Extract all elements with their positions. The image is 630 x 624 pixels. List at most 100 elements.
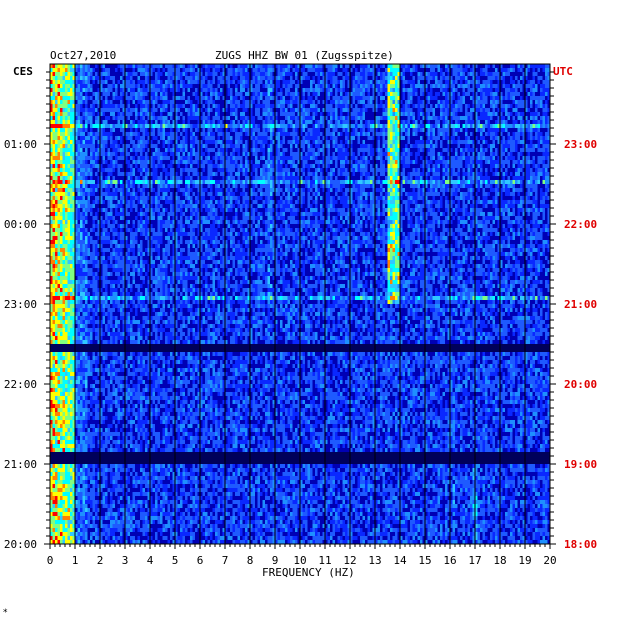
spectral-cell: [420, 192, 423, 196]
spectral-cell: [247, 152, 250, 156]
spectral-cell: [455, 128, 458, 132]
spectral-cell: [505, 92, 508, 96]
spectral-cell: [250, 104, 253, 108]
spectral-cell: [55, 148, 58, 152]
spectral-cell: [492, 108, 495, 112]
spectral-cell: [392, 148, 395, 152]
spectral-cell: [507, 104, 510, 108]
spectral-cell: [210, 192, 213, 196]
spectral-cell: [80, 172, 83, 176]
spectral-cell: [520, 124, 523, 128]
spectral-cell: [155, 100, 158, 104]
spectral-cell: [480, 148, 483, 152]
spectral-cell: [392, 88, 395, 92]
spectral-cell: [420, 92, 423, 96]
spectral-cell: [545, 100, 548, 104]
spectral-cell: [262, 68, 265, 72]
spectral-cell: [412, 160, 415, 164]
spectral-cell: [72, 128, 75, 132]
spectral-cell: [90, 160, 93, 164]
spectral-cell: [170, 180, 173, 184]
spectral-cell: [110, 144, 113, 148]
spectral-cell: [92, 100, 95, 104]
spectral-cell: [440, 116, 443, 120]
spectral-cell: [502, 144, 505, 148]
spectral-cell: [260, 176, 263, 180]
spectral-cell: [325, 116, 328, 120]
spectral-cell: [200, 184, 203, 188]
spectral-cell: [502, 80, 505, 84]
spectral-cell: [392, 72, 395, 76]
spectral-cell: [542, 140, 545, 144]
spectral-cell: [162, 168, 165, 172]
spectral-cell: [375, 156, 378, 160]
spectral-cell: [277, 184, 280, 188]
spectral-cell: [282, 136, 285, 140]
spectral-cell: [235, 128, 238, 132]
spectral-cell: [377, 104, 380, 108]
spectral-cell: [547, 72, 550, 76]
spectral-cell: [245, 68, 248, 72]
spectral-cell: [390, 136, 393, 140]
spectral-cell: [387, 184, 390, 188]
spectral-cell: [77, 104, 80, 108]
spectral-cell: [365, 184, 368, 188]
spectral-cell: [537, 144, 540, 148]
spectral-cell: [160, 88, 163, 92]
spectral-cell: [180, 104, 183, 108]
spectral-cell: [165, 64, 168, 68]
spectral-cell: [50, 96, 53, 100]
spectral-cell: [365, 64, 368, 68]
spectral-cell: [162, 184, 165, 188]
spectral-cell: [477, 120, 480, 124]
spectral-cell: [210, 96, 213, 100]
spectral-cell: [195, 140, 198, 144]
spectral-cell: [50, 160, 53, 164]
spectral-cell: [515, 84, 518, 88]
spectral-cell: [262, 152, 265, 156]
spectral-cell: [337, 152, 340, 156]
spectral-cell: [372, 152, 375, 156]
spectral-cell: [352, 180, 355, 184]
spectral-cell: [102, 92, 105, 96]
spectral-cell: [290, 120, 293, 124]
spectral-cell: [270, 128, 273, 132]
spectral-cell: [337, 124, 340, 128]
spectral-cell: [397, 96, 400, 100]
spectral-cell: [187, 108, 190, 112]
spectral-cell: [292, 68, 295, 72]
spectral-cell: [495, 100, 498, 104]
spectral-cell: [467, 64, 470, 68]
spectral-cell: [307, 88, 310, 92]
spectral-cell: [212, 164, 215, 168]
spectral-cell: [425, 72, 428, 76]
spectral-cell: [167, 72, 170, 76]
spectral-cell: [245, 172, 248, 176]
spectral-cell: [547, 128, 550, 132]
spectral-cell: [82, 176, 85, 180]
spectral-cell: [130, 80, 133, 84]
spectral-cell: [472, 124, 475, 128]
spectral-cell: [122, 112, 125, 116]
spectral-cell: [235, 88, 238, 92]
spectral-cell: [252, 184, 255, 188]
spectral-cell: [287, 140, 290, 144]
spectral-cell: [240, 164, 243, 168]
spectral-cell: [177, 136, 180, 140]
spectral-cell: [505, 96, 508, 100]
spectral-cell: [132, 148, 135, 152]
spectral-cell: [185, 148, 188, 152]
spectral-cell: [447, 72, 450, 76]
spectral-cell: [100, 84, 103, 88]
spectral-cell: [362, 100, 365, 104]
spectral-cell: [187, 176, 190, 180]
spectral-cell: [407, 180, 410, 184]
spectral-cell: [382, 96, 385, 100]
spectral-cell: [387, 104, 390, 108]
spectral-cell: [65, 192, 68, 196]
spectral-cell: [225, 152, 228, 156]
spectral-cell: [295, 140, 298, 144]
spectral-cell: [317, 92, 320, 96]
spectral-cell: [380, 64, 383, 68]
spectral-cell: [312, 64, 315, 68]
